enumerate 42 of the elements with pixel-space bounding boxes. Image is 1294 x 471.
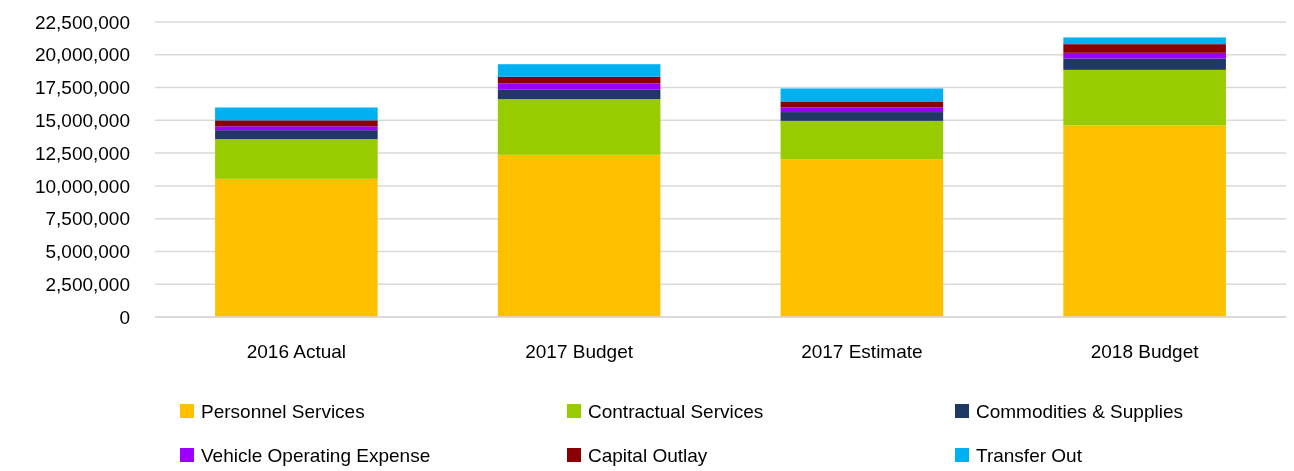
bar — [497, 154, 661, 317]
bar — [780, 120, 944, 160]
legend-label: Contractual Services — [588, 400, 764, 422]
x-tick-label: 2016 Actual — [246, 341, 347, 362]
bar — [497, 64, 661, 77]
y-tick-label: 0 — [119, 306, 130, 328]
x-tick-label: 2017 Estimate — [801, 341, 923, 362]
bar — [780, 101, 944, 108]
bar — [780, 159, 944, 317]
bar — [780, 88, 944, 102]
bar — [215, 120, 378, 127]
y-tick-label: 15,000,000 — [34, 109, 130, 131]
y-tick-label: 22,500,000 — [34, 11, 130, 33]
bar — [497, 83, 661, 90]
bar — [1063, 44, 1226, 53]
x-tick-label: 2018 Budget — [1090, 341, 1200, 362]
bar — [1063, 125, 1226, 317]
x-tick-label: 2017 Budget — [525, 341, 634, 362]
bar — [780, 112, 944, 121]
bar — [1063, 58, 1226, 70]
legend-label: Transfer Out — [976, 444, 1083, 466]
bar — [1063, 69, 1226, 126]
bar — [780, 107, 944, 113]
bar — [215, 107, 378, 121]
bar — [215, 178, 378, 317]
y-tick-label: 17,500,000 — [34, 77, 130, 99]
y-tick-label: 10,000,000 — [34, 175, 130, 197]
bar — [497, 89, 661, 100]
y-tick-label: 12,500,000 — [34, 142, 130, 164]
legend-label: Personnel Services — [201, 400, 365, 422]
y-tick-label: 2,500,000 — [45, 273, 130, 295]
bar — [1063, 37, 1226, 45]
bar — [215, 126, 378, 131]
bar — [215, 139, 378, 179]
y-tick-label: 7,500,000 — [45, 208, 130, 230]
bar — [215, 130, 378, 140]
bar — [497, 99, 661, 155]
y-tick-label: 20,000,000 — [34, 44, 130, 66]
legend-label: Vehicle Operating Expense — [201, 444, 431, 466]
legend-label: Capital Outlay — [588, 444, 708, 466]
y-tick-label: 5,000,000 — [45, 241, 130, 263]
legend-label: Commodities & Supplies — [976, 400, 1183, 422]
